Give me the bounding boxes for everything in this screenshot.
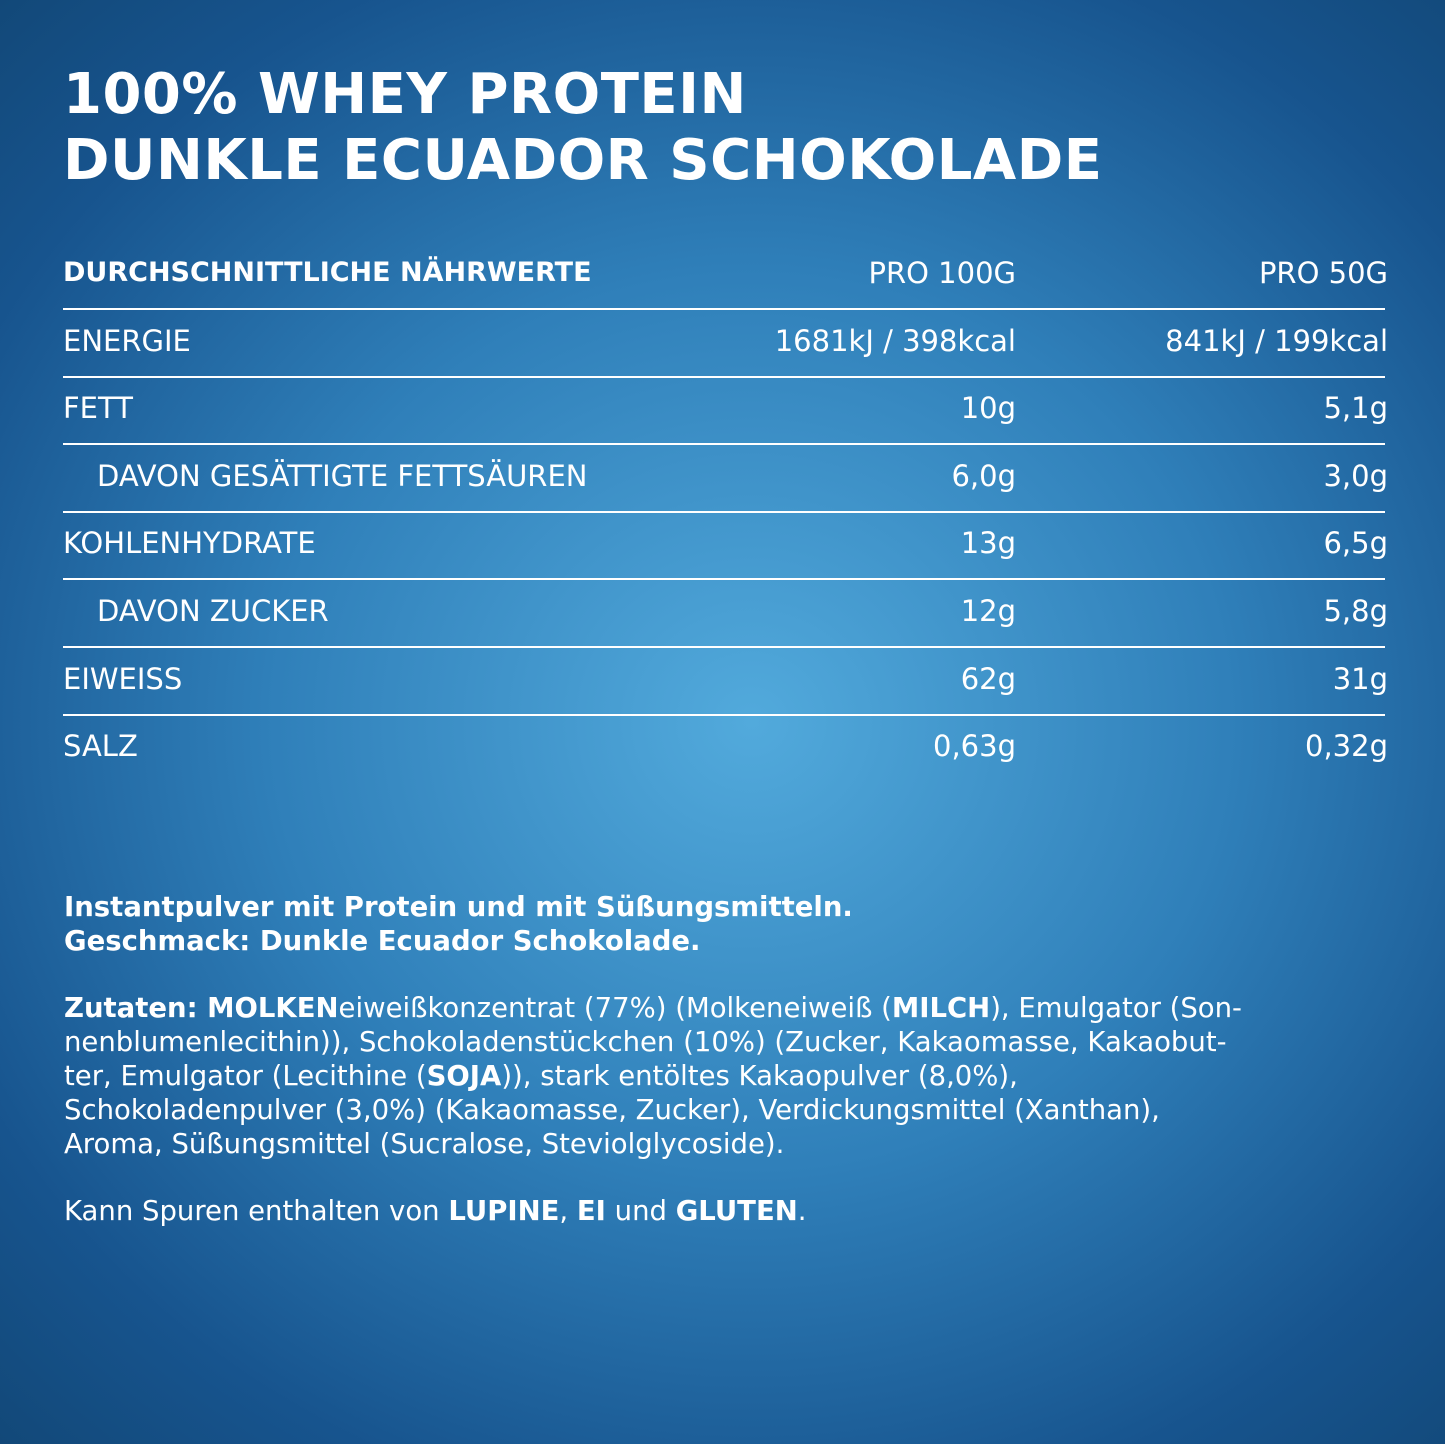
intro-line: Instantpulver mit Protein und mit Süßung… [64,891,853,923]
value-per-100g: 6,0g [951,458,1016,493]
text: )), stark entöltes Kakaopulver (8,0%), [501,1060,1018,1092]
text: Aroma, Süßungsmittel (Sucralose, Steviol… [64,1128,785,1160]
table-rule [63,510,1385,513]
table-rule [63,443,1385,446]
row-label: SALZ [63,729,138,764]
table-rule [63,578,1385,581]
text: nenblumenlecithin)), Schokoladenstückche… [64,1026,1227,1058]
text: . [797,1195,807,1227]
bold-text: Zutaten: MOLKEN [64,992,339,1024]
row-label: EIWEISS [63,661,183,696]
table-rule [63,375,1385,378]
value-per-50g: 5,8g [1323,594,1388,628]
text: Schokoladenpulver (3,0%) (Kakaomasse, Zu… [64,1094,1160,1126]
value-per-100g: 0,63g [933,729,1016,764]
ingredients-line: Schokoladenpulver (3,0%) (Kakaomasse, Zu… [64,1093,1160,1127]
bold-text: EI [576,1195,606,1227]
row-label: DAVON GESÄTTIGTE FETTSÄUREN [97,458,588,493]
value-per-100g: 62g [960,661,1016,696]
table-rule [63,646,1385,648]
value-per-50g: 6,5g [1323,526,1388,561]
table-rule [63,308,1385,310]
text: eiweißkonzentrat (77%) (Molkeneiweiß ( [338,992,892,1024]
intro-line: Geschmack: Dunkle Ecuador Schokolade. [64,925,701,957]
value-per-50g: 3,0g [1323,458,1388,493]
row-label: KOHLENHYDRATE [63,526,316,561]
text: und [605,1195,676,1227]
value-per-100g: 13g [960,526,1016,561]
traces-line: Kann Spuren enthalten von LUPINE, EI und… [64,1194,807,1228]
value-per-100g: 1681kJ / 398kcal [774,323,1016,358]
title-line: DUNKLE ECUADOR SCHOKOLADE [63,128,1103,193]
text: , [559,1195,577,1227]
table-header: DURCHSCHNITTLICHE NÄHRWERTE [63,257,592,288]
value-per-100g: 12g [960,594,1016,628]
ingredients-line: Aroma, Süßungsmittel (Sucralose, Steviol… [64,1127,784,1161]
value-per-50g: 31g [1332,661,1388,696]
value-per-100g: 10g [960,391,1016,426]
row-label: DAVON ZUCKER [97,594,329,628]
bold-text: GLUTEN [675,1195,798,1227]
bold-text: LUPINE [448,1195,560,1227]
row-label: FETT [63,391,133,426]
text: ter, Emulgator (Lecithine ( [64,1060,427,1092]
ingredients-line: Zutaten: MOLKENeiweißkonzentrat (77%) (M… [64,991,1242,1025]
table-rule [63,713,1385,716]
title-line: 100% WHEY PROTEIN [63,62,747,127]
value-per-50g: 841kJ / 199kcal [1165,323,1388,358]
ingredients-line: ter, Emulgator (Lecithine (SOJA)), stark… [64,1059,1018,1093]
bold-text: SOJA [426,1060,502,1092]
bold-text: MILCH [891,992,991,1024]
ingredients-line: nenblumenlecithin)), Schokoladenstückche… [64,1025,1227,1059]
table-header: PRO 50G [1258,256,1388,290]
text: ), Emulgator (Son- [990,992,1242,1024]
table-header: PRO 100G [868,256,1016,290]
row-label: ENERGIE [63,323,191,358]
text: Kann Spuren enthalten von [64,1195,449,1227]
value-per-50g: 5,1g [1323,391,1388,426]
value-per-50g: 0,32g [1305,729,1388,764]
